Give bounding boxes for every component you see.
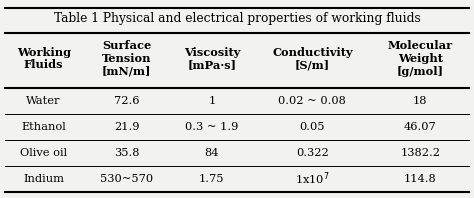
- Text: 0.322: 0.322: [296, 148, 328, 158]
- Text: 114.8: 114.8: [404, 174, 437, 184]
- Text: Surface
Tension
[mN/m]: Surface Tension [mN/m]: [102, 40, 151, 77]
- Text: 530~570: 530~570: [100, 174, 153, 184]
- Text: 1382.2: 1382.2: [401, 148, 440, 158]
- Text: 1: 1: [208, 96, 216, 106]
- Text: Molecular
Weight
[g/mol]: Molecular Weight [g/mol]: [388, 40, 453, 77]
- Text: 0.05: 0.05: [300, 122, 325, 132]
- Text: Conductivity
[S/m]: Conductivity [S/m]: [272, 47, 353, 70]
- Text: 84: 84: [205, 148, 219, 158]
- Text: 72.6: 72.6: [114, 96, 139, 106]
- Text: 0.02 ~ 0.08: 0.02 ~ 0.08: [278, 96, 346, 106]
- Text: Water: Water: [27, 96, 61, 106]
- Text: 35.8: 35.8: [114, 148, 139, 158]
- Text: Olive oil: Olive oil: [20, 148, 67, 158]
- Text: 21.9: 21.9: [114, 122, 139, 132]
- Text: Table 1 Physical and electrical properties of working fluids: Table 1 Physical and electrical properti…: [54, 12, 420, 25]
- Text: Indium: Indium: [23, 174, 64, 184]
- Text: Viscosity
[mPa·s]: Viscosity [mPa·s]: [184, 47, 240, 70]
- Text: 46.07: 46.07: [404, 122, 437, 132]
- Text: 18: 18: [413, 96, 428, 106]
- Text: Working
Fluids: Working Fluids: [17, 47, 71, 70]
- Text: 1x10$^{7}$: 1x10$^{7}$: [295, 171, 329, 187]
- Text: 1.75: 1.75: [199, 174, 225, 184]
- Text: Ethanol: Ethanol: [21, 122, 66, 132]
- Text: 0.3 ~ 1.9: 0.3 ~ 1.9: [185, 122, 238, 132]
